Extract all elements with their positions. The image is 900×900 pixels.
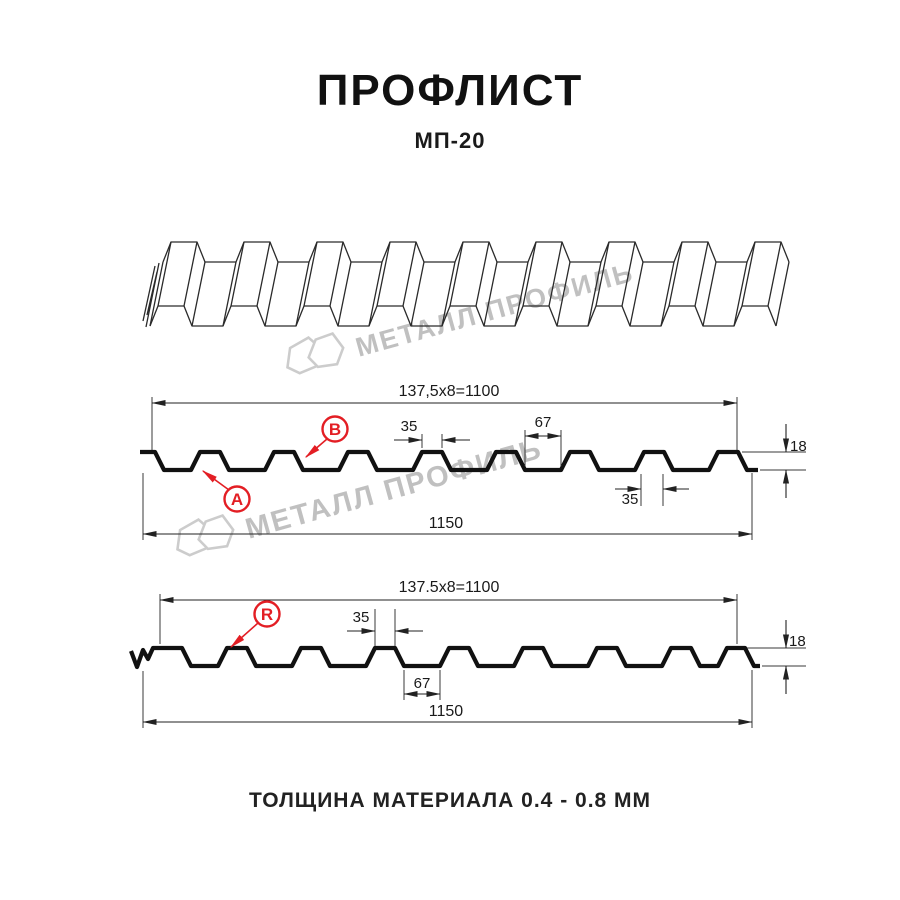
leader-line [230, 622, 259, 648]
profile-3d-sketch [142, 241, 790, 328]
label-circle [223, 485, 251, 513]
dim-height-value: 18 [789, 633, 806, 650]
sheet-cut-edge-hatch [142, 262, 160, 328]
cross-section-r: 137.5x8=1100 35 67 18 1150 [129, 579, 806, 728]
watermark-metall-profil: МЕТАЛЛ ПРОФИЛЬ [278, 246, 640, 393]
dim-working-width-value: 137.5x8=1100 [399, 579, 500, 596]
label-circle [253, 600, 281, 628]
side-b-label: B [304, 415, 349, 458]
dim-rib-top-value: 35 [401, 418, 418, 435]
brand-logo-icon [176, 514, 235, 557]
side-r-label: R [230, 600, 281, 648]
side-a-label: A [201, 470, 251, 513]
material-thickness-note: ТОЛЩИНА МАТЕРИАЛА 0.4 - 0.8 ММ [248, 789, 652, 812]
watermark-metall-profil: МЕТАЛЛ ПРОФИЛЬ [168, 423, 549, 575]
profile-model-subtitle: МП-20 [414, 128, 486, 153]
leader-line [201, 470, 230, 491]
side-a-letter: A [231, 490, 243, 509]
label-circle [321, 415, 349, 443]
profile-outline [129, 645, 760, 670]
dim-valley-value: 67 [535, 414, 552, 431]
dim-total-width-value: 1150 [429, 703, 464, 720]
page-title: ПРОФЛИСТ [316, 66, 584, 115]
sheet-back-edge [162, 241, 790, 263]
sheet-fold-lines [149, 241, 790, 327]
cross-section-a-b: 137,5x8=1100 35 67 35 18 [140, 383, 807, 540]
dim-total-width-value: 1150 [429, 515, 464, 532]
brand-logo-icon [286, 332, 345, 375]
dim-height-value: 18 [790, 438, 807, 455]
dim-rib-bottom-value: 35 [622, 491, 639, 508]
dim-valley-value: 67 [414, 675, 431, 692]
dim-rib-top-value: 35 [353, 609, 370, 626]
leader-line [304, 438, 328, 458]
sheet-front-edge [149, 305, 777, 327]
side-b-letter: B [329, 420, 341, 439]
dim-working-width-value: 137,5x8=1100 [399, 383, 500, 400]
profile-outline [140, 449, 758, 473]
side-r-letter: R [261, 605, 273, 624]
